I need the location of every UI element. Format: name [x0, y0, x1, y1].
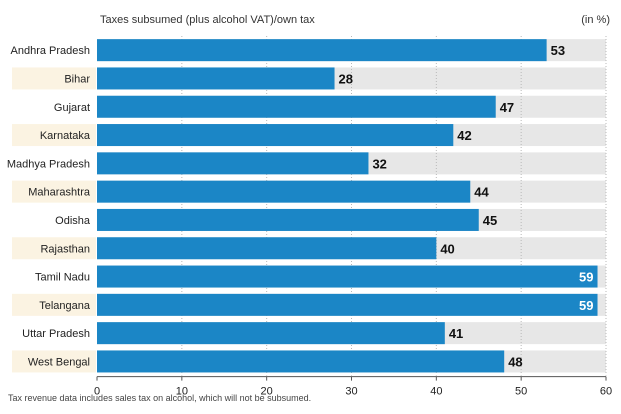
category-label: West Bengal — [28, 356, 90, 368]
x-tick-label: 50 — [515, 386, 527, 398]
bar — [97, 237, 437, 260]
category-label-bg — [12, 265, 96, 288]
category-label-bg — [12, 67, 96, 90]
category-label-bg — [12, 350, 96, 373]
x-tick-label: 60 — [600, 386, 612, 398]
category-label-bg — [12, 180, 96, 203]
category-label-bg — [12, 293, 96, 316]
category-label: Odisha — [55, 215, 91, 227]
data-label: 53 — [551, 43, 565, 58]
x-tick-label: 30 — [345, 386, 357, 398]
data-label: 48 — [508, 354, 522, 369]
data-label: 42 — [457, 128, 471, 143]
x-tick-label: 10 — [176, 386, 188, 398]
bar — [97, 124, 454, 147]
category-label: Karnataka — [40, 130, 91, 142]
x-axis: 0 10 20 30 40 50 60 — [94, 376, 612, 398]
category-label: Bihar — [64, 73, 90, 85]
data-label: 59 — [579, 298, 593, 313]
category-label-bg — [12, 39, 96, 62]
chart-title: Taxes subsumed (plus alcohol VAT)/own ta… — [100, 14, 315, 26]
x-tick-label: 40 — [430, 386, 442, 398]
data-label: 59 — [579, 270, 593, 285]
bar — [97, 180, 471, 203]
bar — [97, 95, 496, 118]
bar — [97, 293, 598, 316]
bar — [97, 152, 369, 175]
category-label: Madhya Pradesh — [7, 158, 90, 170]
category-label-bg — [12, 152, 96, 175]
data-label: 47 — [500, 100, 514, 115]
data-label: 28 — [339, 71, 353, 86]
data-label: 32 — [372, 156, 386, 171]
bar — [97, 322, 445, 345]
bar — [97, 265, 598, 288]
category-label-bg — [12, 322, 96, 345]
footnote: Tax revenue data includes sales tax on a… — [8, 393, 312, 403]
category-label-bg — [12, 237, 96, 260]
data-label: 45 — [483, 213, 497, 228]
data-label: 40 — [440, 241, 454, 256]
data-label: 41 — [449, 326, 463, 341]
bar — [97, 208, 479, 231]
category-label: Tamil Nadu — [35, 272, 90, 284]
category-label-bg — [12, 95, 96, 118]
category-label: Gujarat — [54, 102, 90, 114]
bar-layer: 53 28 47 42 32 44 45 40 59 59 41 48 — [97, 39, 598, 373]
category-label-bg — [12, 208, 96, 231]
category-label: Uttar Pradesh — [22, 328, 90, 340]
category-label: Andhra Pradesh — [11, 45, 91, 57]
bar — [97, 350, 505, 373]
data-label: 44 — [474, 185, 489, 200]
category-label: Telangana — [39, 300, 91, 312]
x-tick-label: 0 — [94, 386, 100, 398]
chart-unit-label: (in %) — [581, 14, 610, 26]
category-label-bg — [12, 124, 96, 147]
bar — [97, 39, 547, 62]
grid-layer — [181, 36, 607, 376]
bar — [97, 67, 335, 90]
x-tick-label: 20 — [261, 386, 273, 398]
category-label: Rajasthan — [40, 243, 90, 255]
category-label: Maharashtra — [28, 187, 91, 199]
